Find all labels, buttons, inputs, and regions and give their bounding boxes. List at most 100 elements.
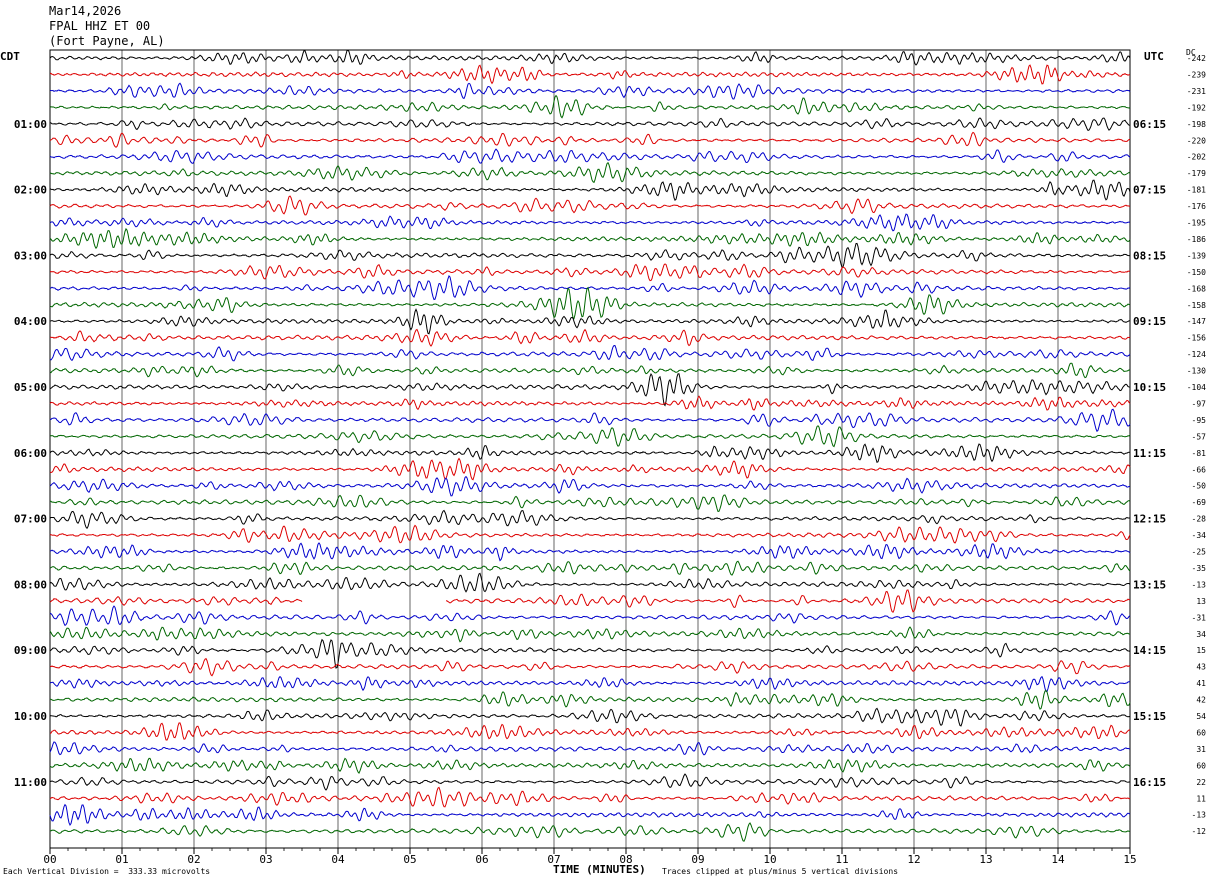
right-timezone-label: UTC xyxy=(1144,50,1164,63)
left-hour-label: 05:00 xyxy=(14,381,47,394)
dc-offset-label: -231 xyxy=(1187,87,1206,96)
x-tick-label: 07 xyxy=(547,853,560,866)
plot-frame xyxy=(49,49,1131,849)
trace-row xyxy=(49,408,1131,433)
x-tick-label: 14 xyxy=(1051,853,1065,866)
x-tick-label: 15 xyxy=(1123,853,1136,866)
trace-row xyxy=(49,524,1131,544)
trace-row xyxy=(49,741,1131,756)
right-hour-label: 09:15 xyxy=(1133,315,1166,328)
trace-row xyxy=(49,275,1131,301)
dc-offset-label: -104 xyxy=(1187,383,1206,392)
location-label: (Fort Payne, AL) xyxy=(49,34,165,48)
x-tick-label: 02 xyxy=(187,853,200,866)
dc-offset-label: -150 xyxy=(1187,268,1206,277)
trace-row xyxy=(49,822,1131,842)
dc-offset-label: -28 xyxy=(1192,515,1207,524)
dc-offset-label: 11 xyxy=(1196,794,1206,803)
trace-row xyxy=(49,395,1131,411)
trace-row xyxy=(445,589,1131,614)
x-tick-label: 08 xyxy=(619,853,632,866)
trace-row xyxy=(49,707,1131,727)
trace-row xyxy=(49,344,1131,362)
dc-offset-label: -179 xyxy=(1187,169,1206,178)
trace-row xyxy=(49,638,1131,669)
dc-offset-label: -239 xyxy=(1187,70,1206,79)
dc-offset-label: -13 xyxy=(1192,580,1207,589)
right-hour-label: 07:15 xyxy=(1133,184,1166,197)
trace-row xyxy=(49,131,1131,148)
trace-row xyxy=(49,242,1131,269)
trace-row xyxy=(49,263,1131,282)
trace-row xyxy=(49,689,1131,710)
x-tick-label: 04 xyxy=(331,853,345,866)
x-tick-label: 01 xyxy=(115,853,128,866)
trace-row xyxy=(49,605,1131,627)
trace-row xyxy=(49,117,1131,132)
trace-row xyxy=(49,786,1131,808)
x-axis-title: TIME (MINUTES) xyxy=(553,863,646,876)
trace-row xyxy=(49,49,1131,66)
dc-offset-label: -130 xyxy=(1187,367,1206,376)
dc-offset-label: 60 xyxy=(1196,761,1206,770)
left-hour-label: 07:00 xyxy=(14,513,47,526)
dc-offset-label: 22 xyxy=(1196,778,1206,787)
trace-row xyxy=(49,542,1131,562)
trace-row xyxy=(49,757,1131,775)
dc-offset-label: 54 xyxy=(1196,712,1206,721)
trace-row xyxy=(49,443,1131,463)
trace-row xyxy=(49,64,1131,85)
dc-label: DC xyxy=(1186,48,1196,57)
right-hour-label: 16:15 xyxy=(1133,776,1166,789)
trace-row xyxy=(49,475,1131,497)
trace-row xyxy=(49,509,1131,530)
trace-row xyxy=(49,213,1131,232)
left-hour-label: 10:00 xyxy=(14,710,47,723)
dc-offset-label: -168 xyxy=(1187,284,1206,293)
x-tick-label: 03 xyxy=(259,853,272,866)
dc-offset-label: -12 xyxy=(1192,827,1207,836)
trace-row xyxy=(50,82,1131,100)
dc-offset-label: -192 xyxy=(1187,103,1206,112)
dc-offset-label: 15 xyxy=(1196,646,1206,655)
left-hour-label: 02:00 xyxy=(14,184,47,197)
trace-row xyxy=(49,161,1131,184)
left-hour-label: 04:00 xyxy=(14,315,47,328)
left-hour-label: 03:00 xyxy=(14,249,47,262)
trace-row xyxy=(49,179,1131,201)
dc-offset-label: -95 xyxy=(1192,416,1207,425)
left-timezone-label: CDT xyxy=(0,50,20,63)
dc-offset-label: 34 xyxy=(1196,630,1206,639)
dc-offset-label: -35 xyxy=(1192,564,1207,573)
right-hour-label: 10:15 xyxy=(1133,381,1166,394)
dc-offset-label: -158 xyxy=(1187,301,1206,310)
right-hour-label: 12:15 xyxy=(1133,513,1166,526)
dc-offset-label: -81 xyxy=(1192,449,1207,458)
trace-row xyxy=(49,286,1131,320)
trace-row xyxy=(49,308,1131,335)
trace-row xyxy=(49,227,1131,250)
dc-offset-label: -195 xyxy=(1187,219,1206,228)
x-tick-label: 09 xyxy=(691,853,704,866)
left-hour-label: 06:00 xyxy=(14,447,47,460)
dc-offset-label: -186 xyxy=(1187,235,1206,244)
dc-offset-label: -147 xyxy=(1187,317,1206,326)
dc-offset-label: -97 xyxy=(1192,399,1207,408)
clip-note: Traces clipped at plus/minus 5 vertical … xyxy=(662,867,899,876)
dc-offset-label: -156 xyxy=(1187,334,1206,343)
right-hour-label: 14:15 xyxy=(1133,644,1166,657)
dc-offset-label: 43 xyxy=(1196,663,1206,672)
trace-row xyxy=(49,94,1131,119)
trace-row xyxy=(49,596,303,606)
x-tick-label: 11 xyxy=(835,853,848,866)
dc-offset-label: -220 xyxy=(1187,136,1206,145)
date-label: Mar14,2026 xyxy=(49,4,122,18)
trace-row xyxy=(49,773,1131,791)
trace-row xyxy=(49,425,1131,448)
left-hour-label: 01:00 xyxy=(14,118,47,131)
x-tick-label: 12 xyxy=(907,853,920,866)
x-tick-label: 10 xyxy=(763,853,776,866)
trace-row xyxy=(49,803,1131,827)
dc-offset-label: -57 xyxy=(1192,432,1207,441)
trace-row xyxy=(49,148,1131,164)
